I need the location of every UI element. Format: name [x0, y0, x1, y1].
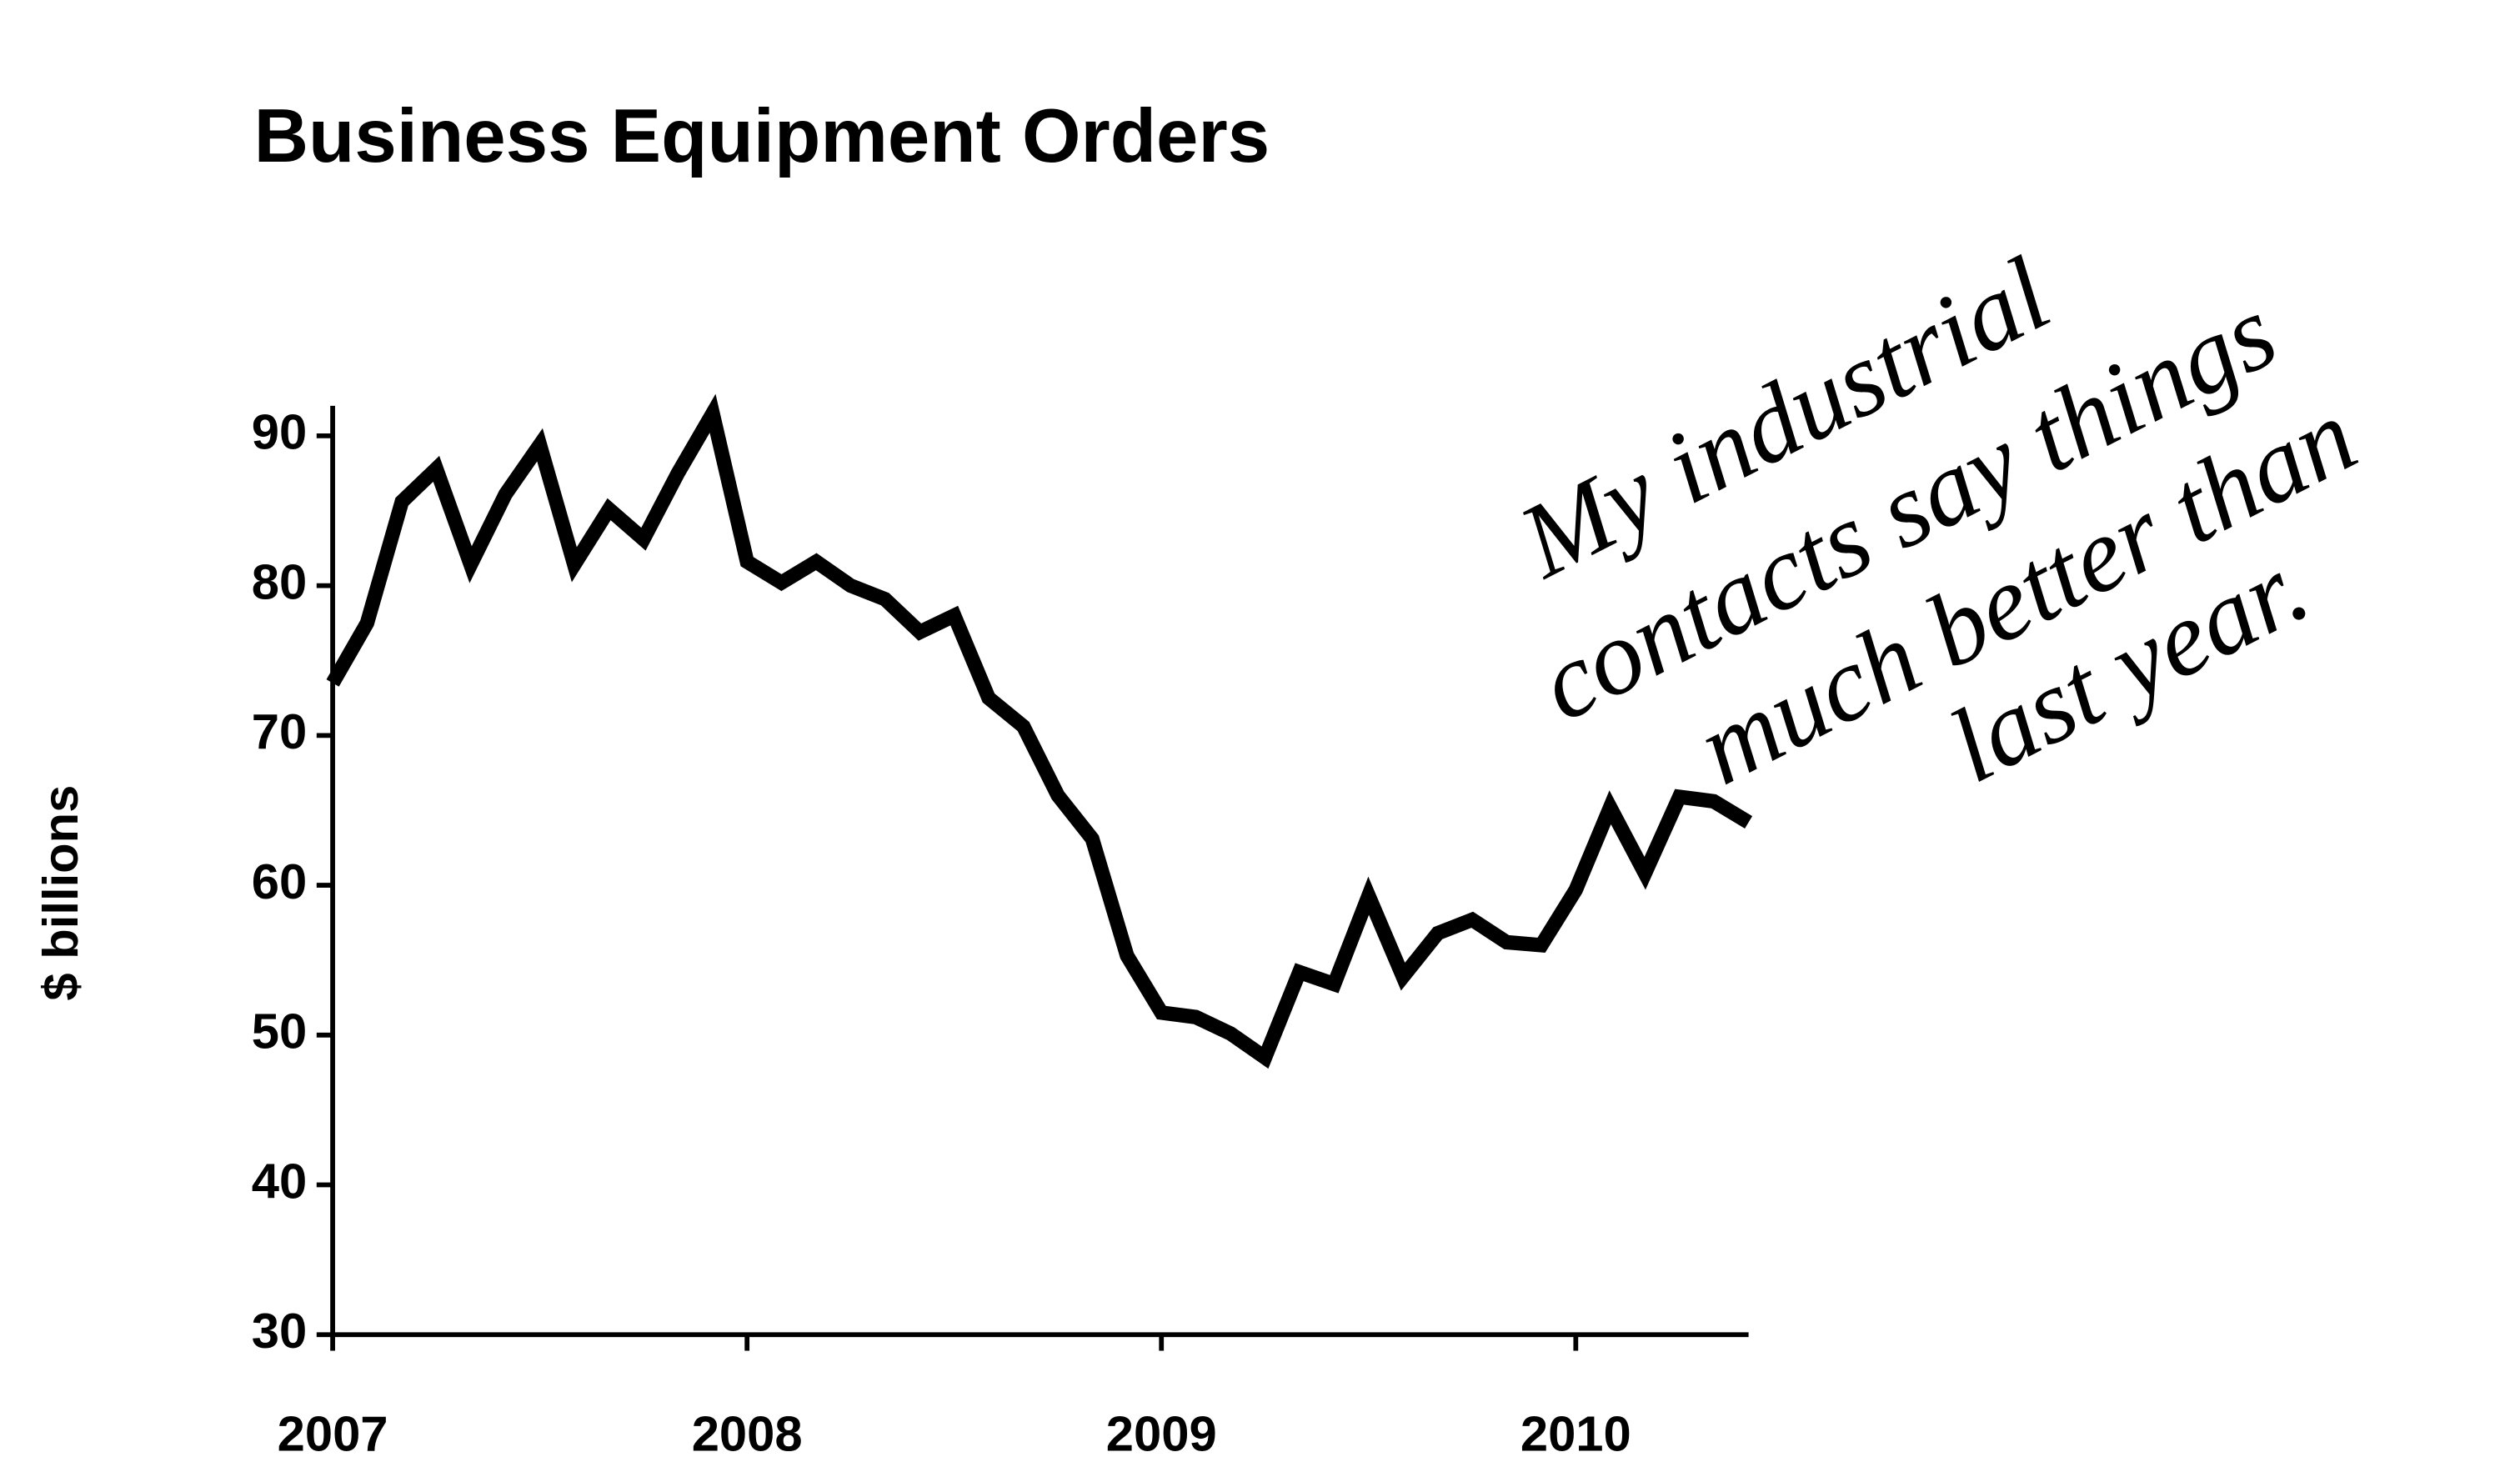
y-tick-label: 50: [252, 1004, 307, 1059]
x-tick-label: 2008: [692, 1405, 803, 1461]
y-tick-label: 30: [252, 1303, 307, 1359]
chart-title: Business Equipment Orders: [254, 94, 1270, 178]
y-tick-label: 60: [252, 854, 307, 909]
y-tick-label: 40: [252, 1153, 307, 1209]
series-line: [326, 393, 1753, 1069]
x-tick-label: 2009: [1106, 1405, 1217, 1461]
x-tick-label: 2007: [278, 1405, 388, 1461]
y-tick-label: 70: [252, 703, 307, 759]
y-tick-label: 90: [252, 404, 307, 460]
y-axis-label: $ billions: [33, 785, 88, 1001]
x-tick-label: 2010: [1521, 1405, 1631, 1461]
y-tick-label: 80: [252, 553, 307, 609]
